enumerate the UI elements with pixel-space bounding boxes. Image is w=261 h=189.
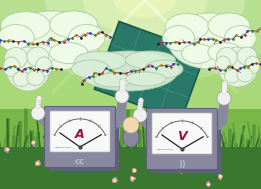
FancyBboxPatch shape <box>152 113 212 154</box>
Ellipse shape <box>168 13 252 69</box>
Ellipse shape <box>126 51 175 69</box>
Ellipse shape <box>245 56 260 74</box>
Ellipse shape <box>1 12 51 40</box>
Ellipse shape <box>82 0 207 35</box>
Circle shape <box>133 108 147 122</box>
Ellipse shape <box>13 71 30 87</box>
Ellipse shape <box>35 57 52 77</box>
Ellipse shape <box>123 127 139 147</box>
Ellipse shape <box>50 11 98 38</box>
Bar <box>0 147 261 189</box>
Text: ────────: ──────── <box>54 146 71 150</box>
Text: cc: cc <box>75 157 85 167</box>
Ellipse shape <box>217 47 238 67</box>
Ellipse shape <box>114 0 176 18</box>
Polygon shape <box>148 168 221 173</box>
Ellipse shape <box>68 25 105 51</box>
Bar <box>0 0 261 109</box>
FancyBboxPatch shape <box>44 106 116 167</box>
Ellipse shape <box>181 44 213 63</box>
Text: A: A <box>75 128 85 141</box>
Ellipse shape <box>45 0 245 56</box>
Ellipse shape <box>208 42 241 62</box>
Ellipse shape <box>126 72 165 86</box>
Ellipse shape <box>237 47 257 65</box>
Ellipse shape <box>4 47 27 69</box>
Ellipse shape <box>27 47 49 67</box>
Ellipse shape <box>19 44 56 65</box>
Ellipse shape <box>78 51 178 91</box>
Ellipse shape <box>218 47 258 87</box>
Text: ────────: ──────── <box>156 148 173 152</box>
Ellipse shape <box>94 73 132 87</box>
Circle shape <box>123 117 139 133</box>
Ellipse shape <box>27 70 44 85</box>
Circle shape <box>115 89 129 103</box>
Ellipse shape <box>163 26 194 51</box>
Ellipse shape <box>6 47 50 91</box>
Ellipse shape <box>145 60 183 78</box>
Ellipse shape <box>165 14 209 40</box>
Ellipse shape <box>0 0 261 84</box>
Circle shape <box>31 106 45 120</box>
FancyBboxPatch shape <box>50 111 110 152</box>
Polygon shape <box>114 108 119 171</box>
Ellipse shape <box>50 43 88 64</box>
Ellipse shape <box>224 69 240 83</box>
Ellipse shape <box>4 11 100 71</box>
Polygon shape <box>216 110 221 173</box>
Ellipse shape <box>237 68 253 82</box>
FancyBboxPatch shape <box>146 108 217 170</box>
Text: V: V <box>177 130 187 143</box>
Circle shape <box>217 91 231 105</box>
Polygon shape <box>46 166 119 171</box>
Ellipse shape <box>3 57 20 77</box>
Text: )): )) <box>178 160 186 169</box>
Ellipse shape <box>208 13 250 38</box>
Ellipse shape <box>224 26 256 51</box>
Ellipse shape <box>0 25 34 51</box>
Ellipse shape <box>72 60 110 78</box>
Polygon shape <box>94 21 206 121</box>
Ellipse shape <box>215 56 231 74</box>
Ellipse shape <box>74 51 127 71</box>
